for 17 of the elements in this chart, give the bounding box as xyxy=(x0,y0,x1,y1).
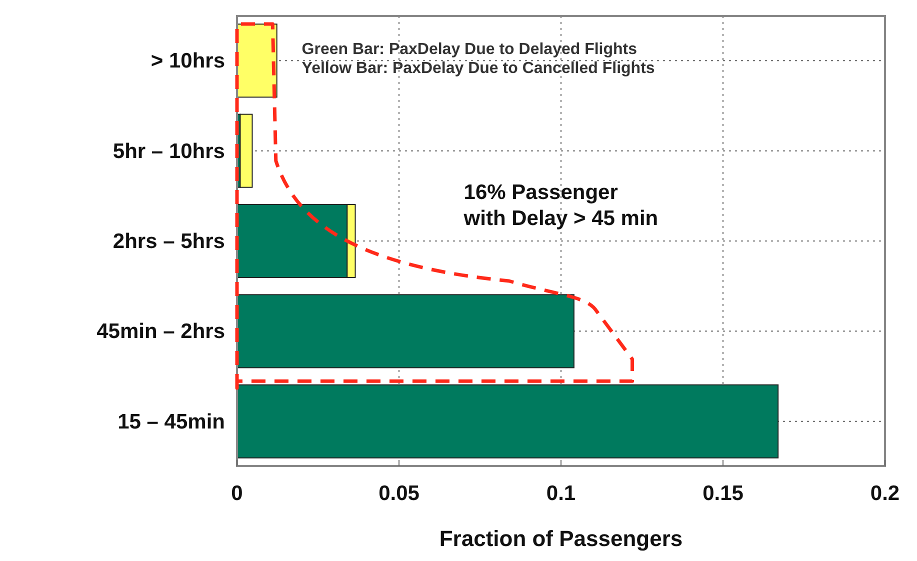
y-tick-label: 45min – 2hrs xyxy=(96,320,225,344)
bar xyxy=(240,114,253,188)
x-tick-label: 0.15 xyxy=(702,482,744,505)
annotation: 16% Passenger with Delay > 45 min xyxy=(462,180,658,230)
bar xyxy=(236,384,779,458)
x-tick-label: 0.2 xyxy=(870,482,900,505)
y-tick-label: 5hr – 10hrs xyxy=(112,140,225,163)
bar xyxy=(236,294,574,368)
x-tick-label: 0.05 xyxy=(378,482,420,505)
y-tick-label: > 10hrs xyxy=(150,50,225,73)
x-tick-label: 0.1 xyxy=(546,482,576,505)
annotation: Yellow Bar: PaxDelay Due to Cancelled Flights xyxy=(302,60,655,77)
x-axis-title: Fraction of Passengers xyxy=(439,526,683,551)
y-tick-label: 2hrs – 5hrs xyxy=(112,230,225,253)
x-tick-label: 0 xyxy=(231,482,243,505)
annotation: Green Bar: PaxDelay Due to Delayed Flights xyxy=(302,41,638,58)
y-tick-label: 15 – 45min xyxy=(118,410,225,434)
